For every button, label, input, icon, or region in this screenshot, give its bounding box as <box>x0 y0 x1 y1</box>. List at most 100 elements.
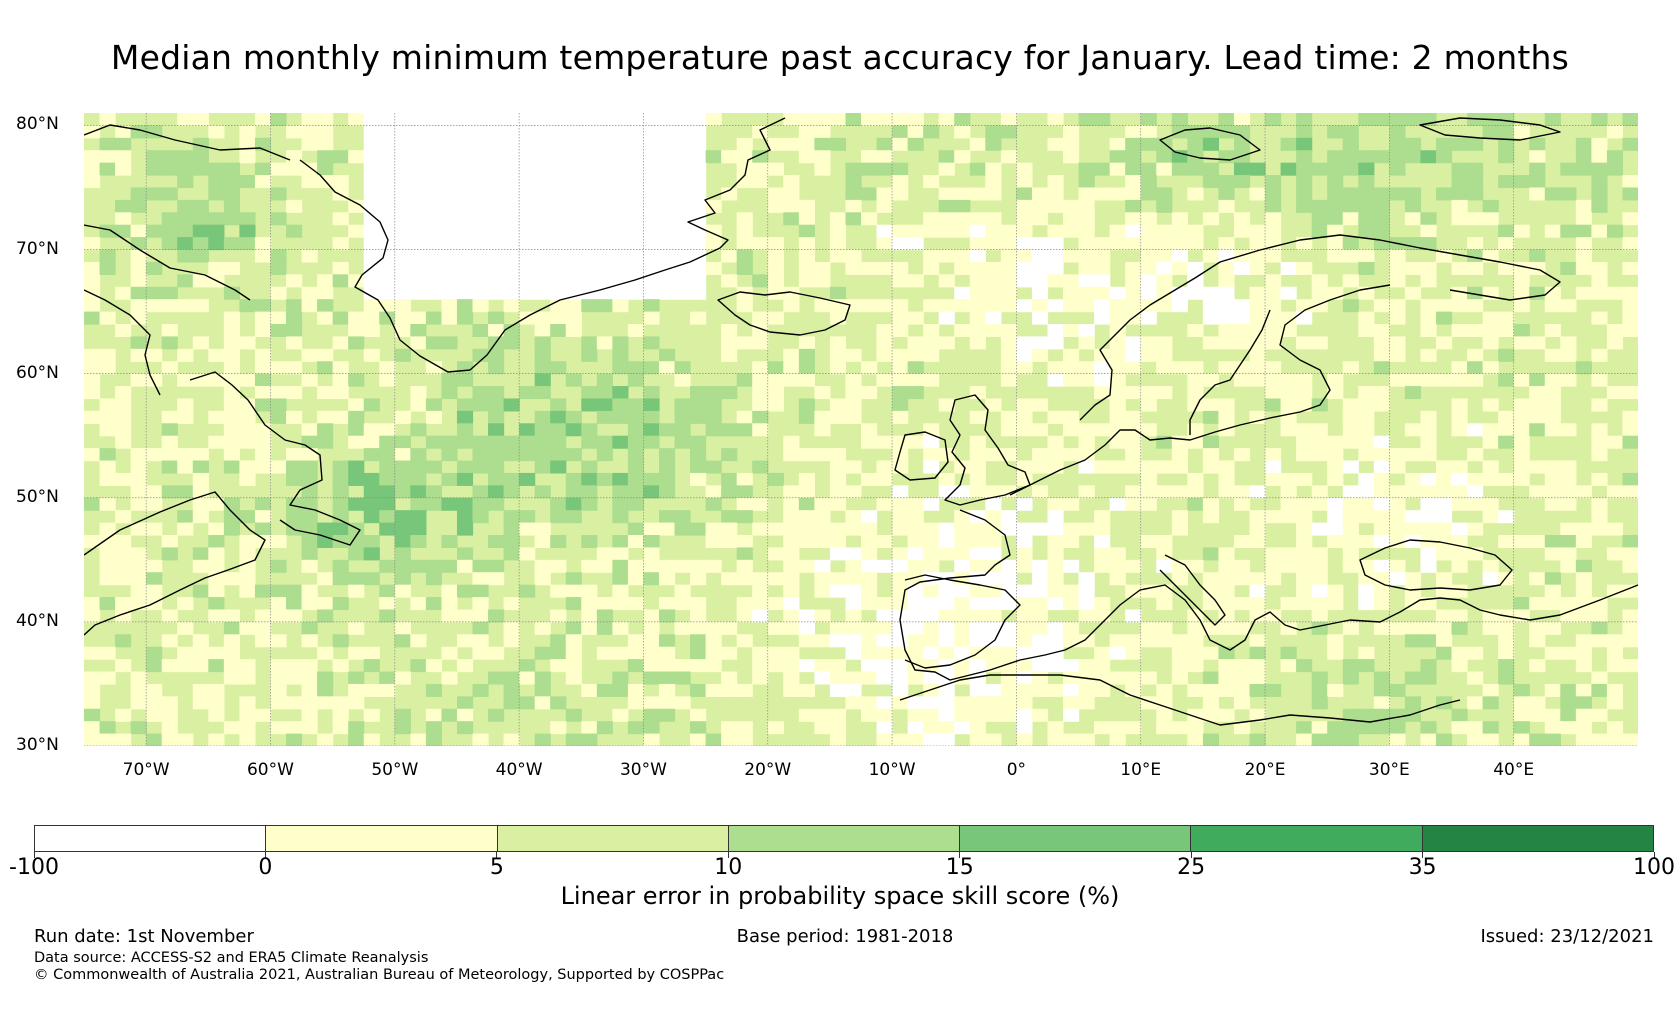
skill-cell <box>1358 224 1375 238</box>
skill-cell <box>472 212 489 226</box>
skill-cell <box>845 398 862 412</box>
skill-cell <box>1047 361 1064 375</box>
skill-cell <box>394 125 411 139</box>
skill-cell <box>1451 708 1468 722</box>
skill-cell <box>208 547 225 561</box>
skill-cell <box>1171 237 1188 251</box>
skill-cell <box>519 584 536 598</box>
skill-cell <box>1435 584 1453 598</box>
coastline-britain <box>944 394 1031 506</box>
skill-cell <box>379 125 396 139</box>
skill-cell <box>783 113 800 127</box>
skill-cell <box>1063 696 1080 710</box>
skill-cell <box>581 212 598 226</box>
skill-cell <box>208 733 225 746</box>
skill-cell <box>736 721 753 735</box>
skill-cell <box>519 696 536 710</box>
skill-cell <box>1420 373 1437 387</box>
skill-cell <box>1233 299 1251 313</box>
skill-cell <box>488 410 505 424</box>
skill-cell <box>1218 361 1235 375</box>
skill-cell <box>1063 621 1080 635</box>
skill-cell <box>1358 423 1375 437</box>
skill-cell <box>1156 621 1173 635</box>
skill-cell <box>472 249 489 263</box>
skill-cell <box>394 460 411 474</box>
skill-cell <box>550 398 567 412</box>
skill-cell <box>1373 671 1390 685</box>
skill-cell <box>348 721 365 735</box>
skill-cell <box>1622 659 1638 673</box>
skill-cell <box>146 572 163 586</box>
skill-cell <box>410 187 427 201</box>
skill-cell <box>146 659 163 673</box>
skill-cell <box>596 162 613 176</box>
skill-cell <box>115 708 132 722</box>
skill-cell <box>1265 175 1282 189</box>
skill-cell <box>425 261 443 275</box>
skill-cell <box>721 249 738 263</box>
skill-cell <box>1047 137 1064 151</box>
skill-cell <box>99 460 116 474</box>
skill-cell <box>892 683 909 697</box>
skill-cell <box>1451 472 1468 486</box>
skill-cell <box>1109 187 1126 201</box>
skill-cell <box>721 522 738 536</box>
skill-cell <box>534 696 551 710</box>
skill-cell <box>658 559 676 573</box>
skill-cell <box>130 721 147 735</box>
skill-cell <box>1140 249 1157 263</box>
skill-cell <box>876 261 893 275</box>
skill-cell <box>1265 559 1282 573</box>
skill-cell <box>752 274 769 288</box>
skill-cell <box>658 113 676 127</box>
skill-cell <box>845 597 862 611</box>
skill-cell <box>441 708 458 722</box>
skill-cell <box>488 237 505 251</box>
skill-cell <box>208 497 225 511</box>
skill-cell <box>565 584 582 598</box>
skill-cell <box>1560 559 1577 573</box>
skill-cell <box>674 398 691 412</box>
skill-cell <box>658 634 676 648</box>
skill-cell <box>1218 472 1235 486</box>
skill-cell <box>1373 497 1390 511</box>
skill-cell <box>1575 249 1592 263</box>
skill-cell <box>829 212 847 226</box>
skill-cell <box>223 659 240 673</box>
skill-cell <box>1047 584 1064 598</box>
skill-cell <box>612 249 629 263</box>
skill-cell <box>99 224 116 238</box>
skill-cell <box>783 361 800 375</box>
skill-cell <box>1218 261 1235 275</box>
skill-cell <box>503 175 520 189</box>
skill-cell <box>1311 286 1328 300</box>
skill-cell <box>612 621 629 635</box>
skill-cell <box>1327 510 1344 524</box>
skill-cell <box>1404 386 1422 400</box>
skill-cell <box>1016 237 1033 251</box>
skill-cell <box>690 448 707 462</box>
skill-cell <box>1591 311 1608 325</box>
skill-cell <box>488 671 505 685</box>
skill-cell <box>1420 485 1437 499</box>
colorbar-tick-label: 100 <box>1633 855 1675 880</box>
skill-cell <box>565 510 582 524</box>
skill-cell <box>270 398 287 412</box>
skill-cell <box>1078 423 1095 437</box>
skill-cell <box>1156 547 1173 561</box>
skill-cell <box>814 261 831 275</box>
skill-cell <box>1047 646 1064 660</box>
coastline-north-europe <box>1009 284 1391 496</box>
skill-cell <box>208 435 225 449</box>
skill-cell <box>1560 460 1577 474</box>
skill-cell <box>1606 634 1624 648</box>
skill-cell <box>705 386 722 400</box>
skill-cell <box>1513 125 1530 139</box>
skill-cell <box>690 721 707 735</box>
skill-cell <box>1296 261 1313 275</box>
skill-cell <box>503 199 520 213</box>
skill-cell <box>503 733 520 746</box>
skill-cell <box>130 696 147 710</box>
skill-cell <box>332 150 349 164</box>
